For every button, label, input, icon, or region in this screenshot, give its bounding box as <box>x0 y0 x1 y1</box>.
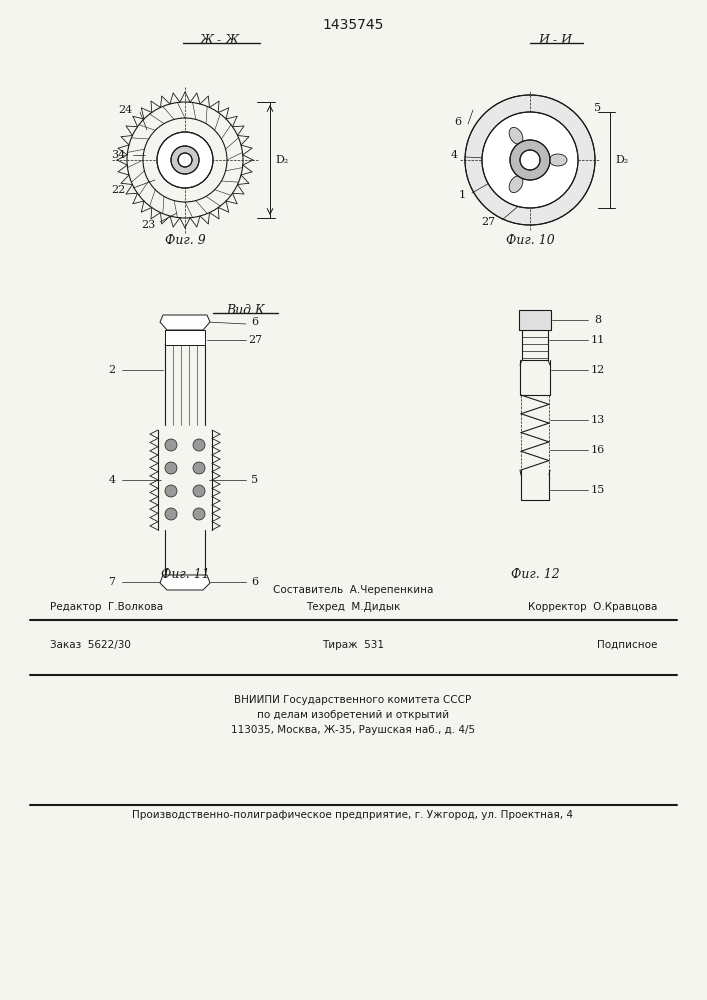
Circle shape <box>193 485 205 497</box>
Circle shape <box>193 462 205 474</box>
Text: Вид К: Вид К <box>226 304 264 316</box>
Text: 16: 16 <box>591 445 605 455</box>
Circle shape <box>465 95 595 225</box>
Text: 6: 6 <box>455 117 462 127</box>
Text: Составитель  А.Черепенкина: Составитель А.Черепенкина <box>273 585 433 595</box>
Text: Заказ  5622/30: Заказ 5622/30 <box>50 640 131 650</box>
Text: 1: 1 <box>458 190 466 200</box>
Text: И - И: И - И <box>538 33 572 46</box>
Text: 15: 15 <box>591 485 605 495</box>
Text: 4: 4 <box>450 150 457 160</box>
Text: Производственно-полиграфическое предприятие, г. Ужгород, ул. Проектная, 4: Производственно-полиграфическое предприя… <box>132 810 573 820</box>
Text: Тираж  531: Тираж 531 <box>322 640 384 650</box>
Text: 23: 23 <box>141 220 155 230</box>
Circle shape <box>165 439 177 451</box>
Text: Техред  М.Дидык: Техред М.Дидык <box>306 602 400 612</box>
Circle shape <box>520 150 540 170</box>
Text: Подписное: Подписное <box>597 640 657 650</box>
Text: 27: 27 <box>481 217 495 227</box>
Text: 6: 6 <box>252 317 259 327</box>
Text: Корректор  О.Кравцова: Корректор О.Кравцова <box>527 602 657 612</box>
Text: Фиг. 10: Фиг. 10 <box>506 233 554 246</box>
Polygon shape <box>160 575 210 590</box>
Text: 24: 24 <box>118 105 132 115</box>
Polygon shape <box>160 315 210 330</box>
Text: 11: 11 <box>591 335 605 345</box>
Text: 27: 27 <box>248 335 262 345</box>
Text: 6: 6 <box>252 577 259 587</box>
Text: D₂: D₂ <box>615 155 629 165</box>
Circle shape <box>171 146 199 174</box>
Text: D₂: D₂ <box>275 155 288 165</box>
Circle shape <box>193 508 205 520</box>
Text: 1435745: 1435745 <box>322 18 384 32</box>
Text: ВНИИПИ Государственного комитета СССР
по делам изобретений и открытий
113035, Мо: ВНИИПИ Государственного комитета СССР по… <box>231 695 475 735</box>
Text: Ж - Ж: Ж - Ж <box>200 33 240 46</box>
Circle shape <box>165 462 177 474</box>
Circle shape <box>510 140 550 180</box>
Circle shape <box>157 132 213 188</box>
Text: 8: 8 <box>595 315 602 325</box>
Text: 5: 5 <box>595 103 602 113</box>
Ellipse shape <box>509 176 523 193</box>
Text: 2: 2 <box>108 365 115 375</box>
Ellipse shape <box>509 127 523 144</box>
Bar <box>165 330 205 345</box>
Text: 4: 4 <box>108 475 115 485</box>
Text: 22: 22 <box>111 185 125 195</box>
Text: Редактор  Г.Волкова: Редактор Г.Волкова <box>50 602 163 612</box>
Circle shape <box>165 508 177 520</box>
Circle shape <box>165 485 177 497</box>
Text: 7: 7 <box>108 577 115 587</box>
Ellipse shape <box>549 154 567 166</box>
Text: 5: 5 <box>252 475 259 485</box>
Text: 34: 34 <box>111 150 125 160</box>
FancyBboxPatch shape <box>519 310 551 330</box>
Circle shape <box>178 153 192 167</box>
Circle shape <box>193 439 205 451</box>
Text: 12: 12 <box>591 365 605 375</box>
Text: Фиг. 11: Фиг. 11 <box>160 568 209 582</box>
Text: 13: 13 <box>591 415 605 425</box>
Circle shape <box>482 112 578 208</box>
Text: Фиг. 9: Фиг. 9 <box>165 233 205 246</box>
Text: Фиг. 12: Фиг. 12 <box>510 568 559 582</box>
